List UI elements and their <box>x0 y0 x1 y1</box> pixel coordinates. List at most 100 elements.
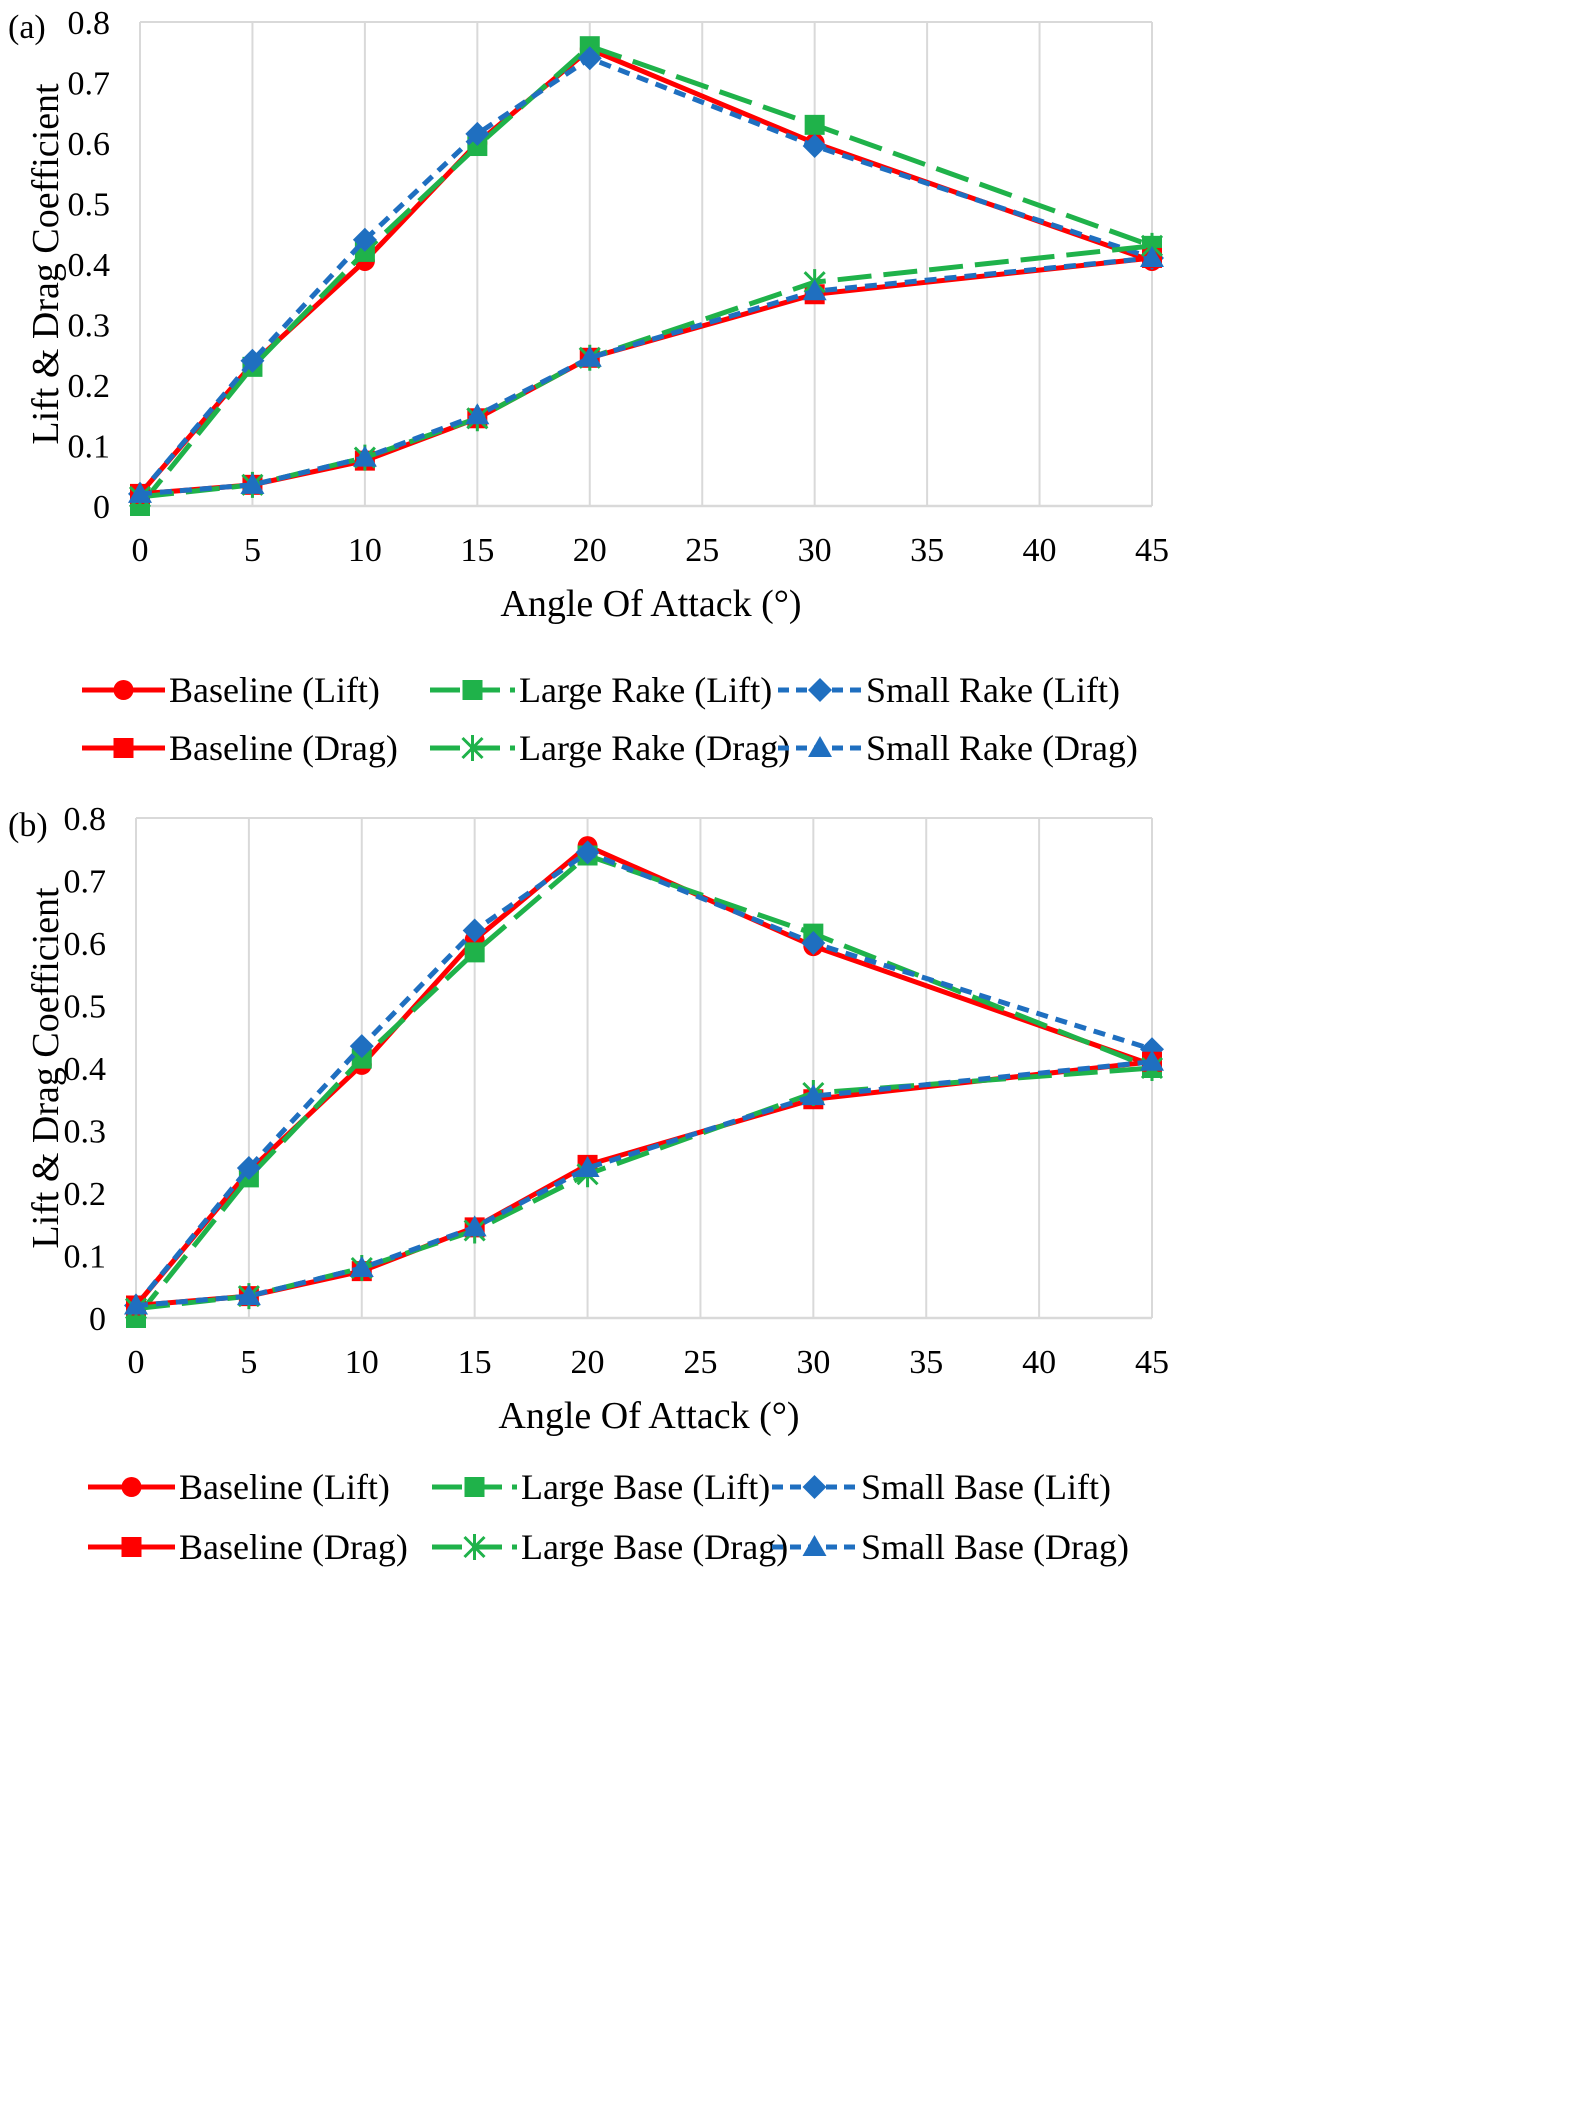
x-tick-label: 0 <box>128 1344 145 1381</box>
series-line-1 <box>134 853 1153 1320</box>
y-tick-label: 0.1 <box>68 429 111 466</box>
x-tick-label: 5 <box>240 1344 257 1381</box>
legend-label: Baseline (Drag) <box>179 1527 408 1567</box>
x-tick-label: 15 <box>458 1344 492 1381</box>
legend-marker <box>113 738 134 758</box>
x-tick-label: 40 <box>1022 1344 1056 1381</box>
data-point <box>575 1156 600 1177</box>
legend-marker <box>464 1477 485 1497</box>
y-tick-label: 0.5 <box>68 187 111 224</box>
legend-label: Baseline (Lift) <box>169 670 380 710</box>
y-tick-label: 0.6 <box>64 926 107 963</box>
data-point <box>801 1084 826 1106</box>
legend-label: Baseline (Drag) <box>169 728 398 768</box>
legend-marker <box>802 1475 827 1499</box>
y-tick-label: 0.2 <box>64 1176 107 1213</box>
legend-label: Small Base (Drag) <box>861 1527 1129 1567</box>
x-tick-label: 15 <box>460 532 494 569</box>
x-tick-label: 25 <box>683 1344 717 1381</box>
legend-marker <box>113 680 134 700</box>
legend-label: Small Rake (Lift) <box>866 670 1120 710</box>
series-line-3 <box>135 1059 1153 1308</box>
y-tick-label: 0.2 <box>68 368 111 405</box>
y-tick-label: 0.6 <box>68 126 111 163</box>
data-point <box>240 348 265 373</box>
x-tick-label: 35 <box>909 1344 943 1381</box>
data-point <box>349 1256 374 1277</box>
legend-marker <box>462 680 483 700</box>
x-tick-label: 5 <box>244 532 261 569</box>
x-tick-label: 30 <box>798 532 832 569</box>
legend-marker <box>121 1537 142 1557</box>
y-tick-label: 0.4 <box>64 1051 107 1088</box>
x-tick-label: 10 <box>348 532 382 569</box>
x-tick-label: 25 <box>685 532 719 569</box>
x-axis-title: Angle Of Attack (°) <box>500 583 801 625</box>
x-tick-label: 20 <box>571 1344 605 1381</box>
y-tick-label: 0.4 <box>68 247 111 284</box>
legend-marker <box>121 1477 142 1497</box>
x-tick-label: 0 <box>132 532 149 569</box>
y-tick-label: 0.5 <box>64 989 107 1026</box>
y-tick-label: 0.7 <box>68 66 111 103</box>
x-tick-label: 10 <box>345 1344 379 1381</box>
data-point <box>804 114 825 135</box>
x-tick-label: 45 <box>1135 532 1169 569</box>
data-point <box>124 1293 148 1315</box>
legend-label: Baseline (Lift) <box>179 1467 390 1507</box>
data-point <box>351 1048 372 1069</box>
series-line-5 <box>135 1059 1153 1308</box>
legend-label: Large Base (Drag) <box>521 1527 788 1567</box>
data-point <box>575 840 600 865</box>
panel-a: 0 5 10 15 20 25 30 35 40 45 0 0.1 0.2 0.3 0.4 0.5 0.6 0.7… <box>8 5 1169 768</box>
data-point <box>802 134 827 159</box>
data-point <box>579 36 600 57</box>
data-point <box>1140 1049 1164 1071</box>
data-point <box>577 46 602 71</box>
y-axis-title: Lift & Drag Coefficient <box>25 887 67 1249</box>
series-line-0 <box>138 46 1153 496</box>
y-tick-label: 0.3 <box>64 1114 107 1151</box>
y-tick-label: 0 <box>93 489 110 526</box>
data-point <box>349 1034 374 1059</box>
legend-label: Large Base (Lift) <box>521 1467 770 1507</box>
data-point <box>236 1156 261 1180</box>
series-line-3 <box>139 255 1153 497</box>
panel-b: 0 5 10 15 20 25 30 35 40 45 0 0.1 0.2 0.3 0.4 0.5 0.6 0.7… <box>8 801 1169 1567</box>
data-point <box>352 445 377 467</box>
y-tick-label: 0.8 <box>68 5 111 42</box>
series-line-5 <box>139 255 1153 497</box>
x-tick-label: 45 <box>1135 1344 1169 1381</box>
y-tick-label: 0.7 <box>64 864 107 901</box>
x-tick-label: 40 <box>1023 532 1057 569</box>
y-tick-label: 0.8 <box>64 801 107 838</box>
data-point <box>128 481 152 503</box>
legend-label: Small Rake (Drag) <box>866 728 1138 768</box>
data-point <box>801 931 826 955</box>
data-point <box>462 918 487 943</box>
data-point <box>465 403 490 425</box>
data-point <box>236 1284 261 1306</box>
x-tick-label: 20 <box>573 532 607 569</box>
y-tick-label: 0.1 <box>64 1239 107 1276</box>
x-axis-title: Angle Of Attack (°) <box>498 1395 799 1437</box>
data-point <box>240 472 265 494</box>
data-point <box>464 942 485 963</box>
data-point <box>577 345 602 367</box>
y-tick-label: 0 <box>89 1301 106 1338</box>
legend-marker <box>808 678 832 702</box>
x-tick-label: 30 <box>796 1344 830 1381</box>
legend-marker <box>802 1535 827 1556</box>
data-point <box>352 227 377 252</box>
panel-label: (b) <box>8 807 48 844</box>
data-point <box>465 121 490 146</box>
data-point <box>1140 245 1164 267</box>
series-line-4 <box>139 243 1153 500</box>
legend-marker <box>461 735 484 761</box>
data-point <box>802 279 827 301</box>
legend-label: Large Rake (Drag) <box>519 728 790 768</box>
panel-label: (a) <box>8 9 46 46</box>
y-tick-label: 0.3 <box>68 308 111 345</box>
y-axis-title: Lift & Drag Coefficient <box>25 83 67 445</box>
